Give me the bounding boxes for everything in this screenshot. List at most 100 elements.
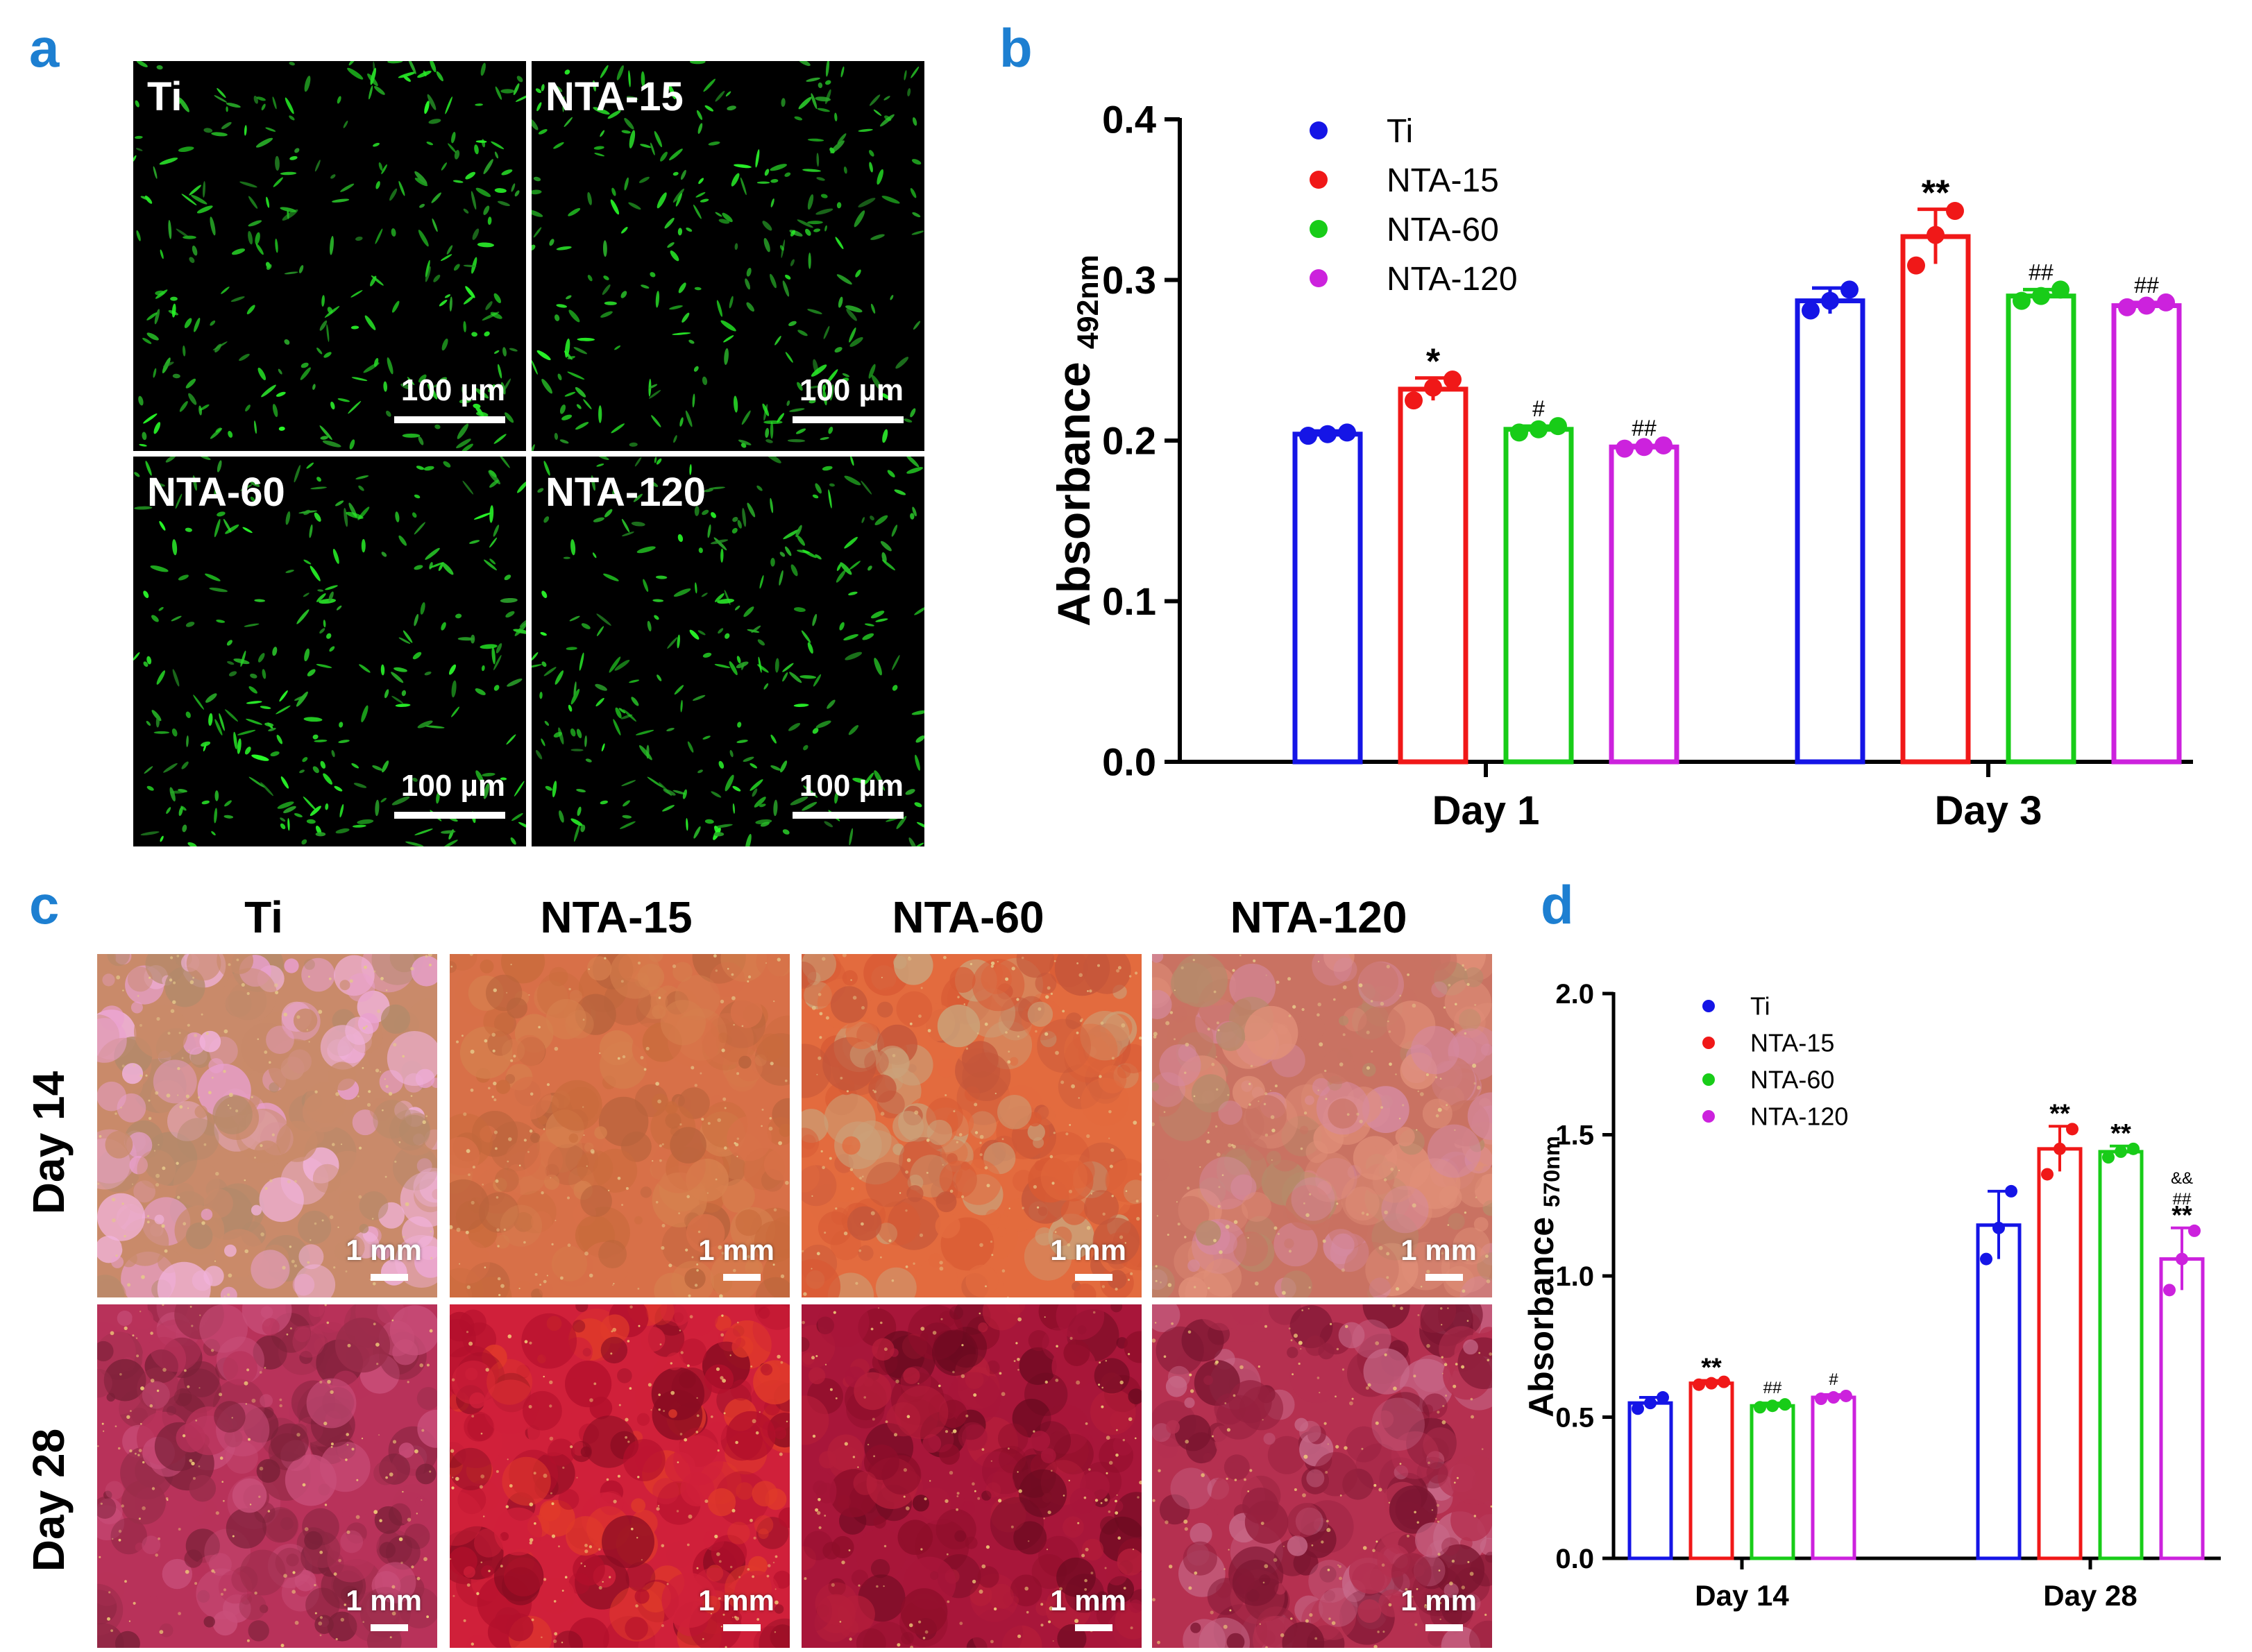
stain-speck bbox=[584, 1565, 586, 1567]
cell-mark bbox=[611, 187, 616, 196]
stain-blot bbox=[270, 1423, 309, 1462]
stain-speck bbox=[1276, 980, 1280, 984]
stain-speck bbox=[286, 1333, 289, 1336]
stain-speck bbox=[943, 955, 947, 960]
stain-blot bbox=[1380, 1392, 1430, 1441]
data-point bbox=[1779, 1398, 1791, 1411]
stain-speck bbox=[493, 1081, 497, 1086]
stain-speck bbox=[1317, 1089, 1319, 1091]
stain-speck bbox=[398, 1141, 401, 1143]
stain-blot bbox=[392, 1483, 435, 1526]
cell-mark bbox=[734, 605, 740, 611]
cell-mark bbox=[731, 527, 738, 534]
cell-mark bbox=[185, 622, 195, 627]
scale-bar-label: 1 mm bbox=[1050, 1584, 1126, 1617]
stain-speck bbox=[1046, 1549, 1049, 1551]
stain-blot bbox=[1232, 1559, 1279, 1606]
cell-mark bbox=[135, 100, 139, 108]
significance-mark-extra: && bbox=[2171, 1169, 2193, 1188]
cell-mark bbox=[815, 554, 822, 560]
stain-blot bbox=[758, 1528, 769, 1540]
stain-speck bbox=[1189, 1373, 1192, 1377]
cell-mark bbox=[143, 590, 149, 598]
cell-mark bbox=[248, 220, 262, 227]
stain-speck bbox=[647, 1383, 652, 1387]
cell-mark bbox=[541, 590, 548, 598]
stain-speck bbox=[1045, 995, 1049, 999]
stain-blot bbox=[199, 1304, 248, 1353]
cell-mark bbox=[532, 244, 536, 251]
stain-speck bbox=[1389, 1062, 1392, 1066]
stain-speck bbox=[419, 1363, 423, 1368]
stain-speck bbox=[1339, 1495, 1342, 1497]
stain-blot bbox=[1319, 1565, 1337, 1583]
cell-mark bbox=[536, 350, 551, 361]
stain-speck bbox=[1048, 1620, 1051, 1624]
cell-mark bbox=[678, 282, 686, 293]
cell-mark bbox=[834, 792, 838, 804]
stain-blot bbox=[1270, 1142, 1300, 1172]
stain-speck bbox=[1228, 1549, 1230, 1551]
stain-blot bbox=[1285, 1184, 1331, 1231]
stain-blot bbox=[666, 1352, 684, 1370]
stain-blot bbox=[847, 1206, 882, 1241]
stain-blot bbox=[702, 1595, 721, 1614]
cell-mark bbox=[475, 688, 486, 695]
cell-mark bbox=[417, 70, 432, 78]
stain-speck bbox=[720, 1376, 724, 1380]
bar-nta-60-day-14 bbox=[1750, 1404, 1795, 1560]
cell-mark bbox=[747, 629, 760, 633]
stain-speck bbox=[112, 1218, 116, 1223]
cell-mark bbox=[391, 672, 404, 683]
cell-mark bbox=[334, 785, 343, 792]
cell-mark bbox=[881, 196, 900, 204]
stain-speck bbox=[549, 1404, 552, 1408]
stain-speck bbox=[1005, 1031, 1008, 1034]
stain-blot bbox=[827, 1434, 865, 1472]
cell-mark bbox=[758, 656, 762, 673]
stain-image-nta-60-day-14: 1 mm bbox=[802, 954, 1142, 1297]
stain-speck bbox=[344, 1603, 346, 1606]
cell-mark bbox=[239, 181, 257, 188]
cell-mark bbox=[621, 518, 630, 533]
stain-speck bbox=[1185, 1440, 1189, 1444]
stain-blot bbox=[664, 1451, 696, 1483]
cell-mark bbox=[584, 735, 587, 747]
cell-mark bbox=[834, 112, 838, 121]
cell-mark bbox=[629, 442, 638, 447]
stain-speck bbox=[176, 955, 180, 957]
cell-mark bbox=[140, 831, 160, 836]
stain-speck bbox=[1396, 1287, 1400, 1291]
cell-mark bbox=[597, 457, 609, 461]
stain-speck bbox=[697, 1230, 701, 1234]
stain-blot bbox=[1226, 1633, 1245, 1648]
stain-blot bbox=[895, 1386, 949, 1440]
stain-speck bbox=[1298, 1340, 1303, 1345]
stain-blot bbox=[566, 1516, 606, 1556]
stain-speck bbox=[1122, 1438, 1125, 1442]
cell-mark bbox=[682, 789, 687, 799]
stain-speck bbox=[1119, 1235, 1124, 1239]
cell-mark bbox=[194, 317, 201, 332]
stain-speck bbox=[223, 1588, 227, 1592]
cell-mark bbox=[384, 689, 389, 699]
stain-speck bbox=[617, 1057, 620, 1060]
stain-blot bbox=[464, 1411, 494, 1442]
cell-mark bbox=[636, 546, 656, 554]
cell-mark bbox=[192, 475, 198, 491]
stain-speck bbox=[235, 1109, 239, 1113]
cell-mark bbox=[829, 147, 835, 154]
cell-mark bbox=[358, 485, 364, 491]
stain-speck bbox=[1290, 1339, 1293, 1342]
stain-speck bbox=[974, 1102, 978, 1107]
stain-speck bbox=[388, 1091, 393, 1096]
cell-mark bbox=[655, 575, 668, 579]
cell-mark bbox=[309, 524, 313, 538]
stain-speck bbox=[1390, 1167, 1394, 1171]
stain-speck bbox=[1303, 1202, 1305, 1204]
stain-blot bbox=[262, 1318, 280, 1336]
cell-mark bbox=[294, 465, 301, 483]
cell-mark bbox=[677, 534, 684, 543]
stain-speck bbox=[346, 1444, 349, 1446]
cell-mark bbox=[603, 275, 609, 280]
